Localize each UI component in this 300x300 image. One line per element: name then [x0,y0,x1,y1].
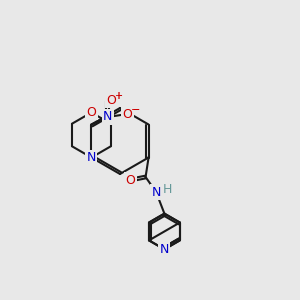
Text: N: N [160,243,169,256]
Text: N: N [160,243,169,256]
Text: O: O [122,107,132,121]
Text: N: N [103,110,112,124]
Text: +: + [114,91,122,101]
Text: O: O [106,94,116,107]
Text: O: O [126,173,136,187]
Text: O: O [86,106,96,119]
Text: O: O [106,94,116,107]
Text: N: N [152,185,161,199]
Text: N: N [152,185,161,199]
Text: N: N [87,151,96,164]
Text: H: H [163,182,172,196]
Text: O: O [122,107,132,121]
Text: +: + [114,91,122,101]
Text: N: N [87,151,96,164]
Text: O: O [86,106,96,119]
Text: −: − [131,105,140,116]
Text: H: H [163,182,172,196]
Text: N: N [103,110,112,124]
Text: −: − [131,105,140,116]
Text: O: O [126,173,136,187]
